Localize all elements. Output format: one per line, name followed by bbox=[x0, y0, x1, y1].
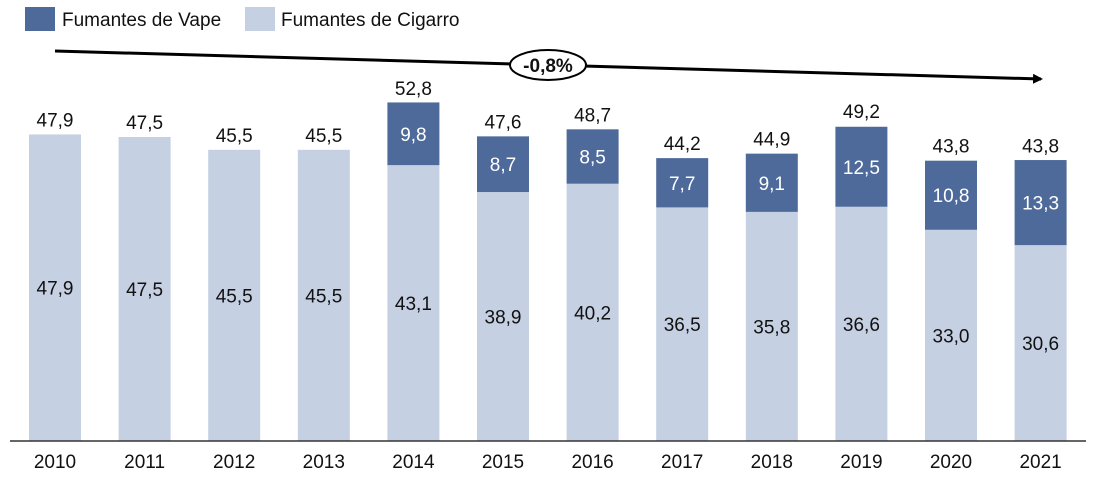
value-label-vape-2014: 9,8 bbox=[400, 125, 426, 146]
value-label-cigarro-2021: 30,6 bbox=[1022, 334, 1059, 355]
bar-vape-2015 bbox=[477, 136, 529, 193]
value-label-cigarro-2014: 43,1 bbox=[395, 294, 432, 315]
total-label-2010: 47,9 bbox=[37, 110, 74, 131]
x-tick-2020: 2020 bbox=[930, 452, 972, 473]
x-tick-2017: 2017 bbox=[661, 452, 703, 473]
x-tick-labels-group: 2010 2011 2012 2013 2014 2015 2016 2017 2018 2019… bbox=[34, 452, 1062, 473]
bar-cigarro-2013 bbox=[297, 149, 350, 442]
value-label-cigarro-2013: 45,5 bbox=[305, 286, 342, 307]
value-label-vape-2017: 7,7 bbox=[669, 174, 695, 195]
bar-cigarro-2018 bbox=[745, 211, 798, 441]
x-tick-2016: 2016 bbox=[571, 452, 613, 473]
x-tick-2014: 2014 bbox=[392, 452, 435, 473]
bar-cigarro-2016 bbox=[566, 183, 619, 441]
bar-vape-2014 bbox=[387, 102, 440, 166]
x-tick-2015: 2015 bbox=[482, 452, 524, 473]
value-label-vape-2016: 8,5 bbox=[579, 148, 605, 169]
x-tick-2021: 2021 bbox=[1019, 452, 1061, 473]
legend-label-vape: Fumantes de Vape bbox=[62, 10, 221, 31]
x-tick-2011: 2011 bbox=[124, 452, 165, 473]
value-label-vape-2020: 10,8 bbox=[933, 186, 970, 207]
value-label-cigarro-2011: 47,5 bbox=[126, 280, 163, 301]
total-labels-group: 47,9 47,5 45,5 45,5 52,8 47,6 48,7 44,2 44,9 49,2… bbox=[37, 79, 1060, 158]
bars-group bbox=[29, 102, 1067, 442]
bar-vape-2016 bbox=[566, 129, 619, 184]
value-labels-group: 47,9 47,5 45,5 45,5 43,1 9,8 38,9 8,7 40,2 8,5 36,… bbox=[37, 125, 1060, 355]
legend-label-cigarro: Fumantes de Cigarro bbox=[281, 10, 459, 31]
bar-cigarro-2010 bbox=[29, 134, 81, 441]
x-tick-2010: 2010 bbox=[34, 452, 76, 473]
x-tick-2018: 2018 bbox=[751, 452, 793, 473]
value-label-cigarro-2015: 38,9 bbox=[485, 308, 522, 329]
bar-cigarro-2020 bbox=[925, 229, 977, 441]
total-label-2017: 44,2 bbox=[664, 134, 701, 155]
bar-vape-2021 bbox=[1014, 160, 1067, 246]
total-label-2012: 45,5 bbox=[216, 126, 253, 147]
bar-cigarro-2021 bbox=[1014, 245, 1067, 441]
trend-annotation: -0,8% bbox=[54, 49, 1043, 84]
legend-swatch-vape bbox=[25, 7, 55, 31]
bar-cigarro-2011 bbox=[118, 137, 171, 441]
value-label-vape-2019: 12,5 bbox=[843, 158, 880, 179]
x-tick-2013: 2013 bbox=[303, 452, 345, 473]
value-label-cigarro-2020: 33,0 bbox=[933, 326, 970, 347]
total-label-2018: 44,9 bbox=[753, 130, 790, 151]
value-label-cigarro-2010: 47,9 bbox=[37, 279, 74, 300]
bar-cigarro-2014 bbox=[387, 165, 440, 441]
total-label-2011: 47,5 bbox=[126, 113, 163, 134]
legend-swatch-cigarro bbox=[245, 7, 275, 31]
bar-vape-2018 bbox=[745, 153, 798, 212]
value-label-cigarro-2016: 40,2 bbox=[574, 303, 611, 324]
total-label-2014: 52,8 bbox=[395, 79, 432, 100]
value-label-vape-2021: 13,3 bbox=[1022, 194, 1059, 215]
x-tick-2019: 2019 bbox=[840, 452, 882, 473]
trend-badge-text: -0,8% bbox=[523, 56, 573, 77]
total-label-2016: 48,7 bbox=[574, 105, 611, 126]
value-label-cigarro-2019: 36,6 bbox=[843, 315, 880, 336]
value-label-vape-2018: 9,1 bbox=[759, 174, 785, 195]
total-label-2019: 49,2 bbox=[843, 102, 880, 123]
bar-cigarro-2017 bbox=[656, 207, 709, 441]
legend: Fumantes de Vape Fumantes de Cigarro bbox=[25, 7, 459, 31]
x-tick-2012: 2012 bbox=[213, 452, 255, 473]
total-label-2020: 43,8 bbox=[933, 137, 970, 158]
trend-badge bbox=[509, 49, 587, 81]
value-label-cigarro-2017: 36,5 bbox=[664, 315, 701, 336]
bar-vape-2019 bbox=[835, 126, 888, 207]
bar-vape-2020 bbox=[925, 160, 977, 230]
total-label-2021: 43,8 bbox=[1022, 137, 1059, 158]
total-label-2013: 45,5 bbox=[305, 126, 342, 147]
bar-cigarro-2015 bbox=[477, 192, 529, 441]
total-label-2015: 47,6 bbox=[485, 112, 522, 133]
value-label-cigarro-2012: 45,5 bbox=[216, 286, 253, 307]
bar-cigarro-2012 bbox=[208, 149, 261, 442]
value-label-cigarro-2018: 35,8 bbox=[753, 317, 790, 338]
bar-vape-2017 bbox=[656, 158, 709, 208]
value-label-vape-2015: 8,7 bbox=[490, 155, 516, 176]
bar-cigarro-2019 bbox=[835, 206, 888, 441]
